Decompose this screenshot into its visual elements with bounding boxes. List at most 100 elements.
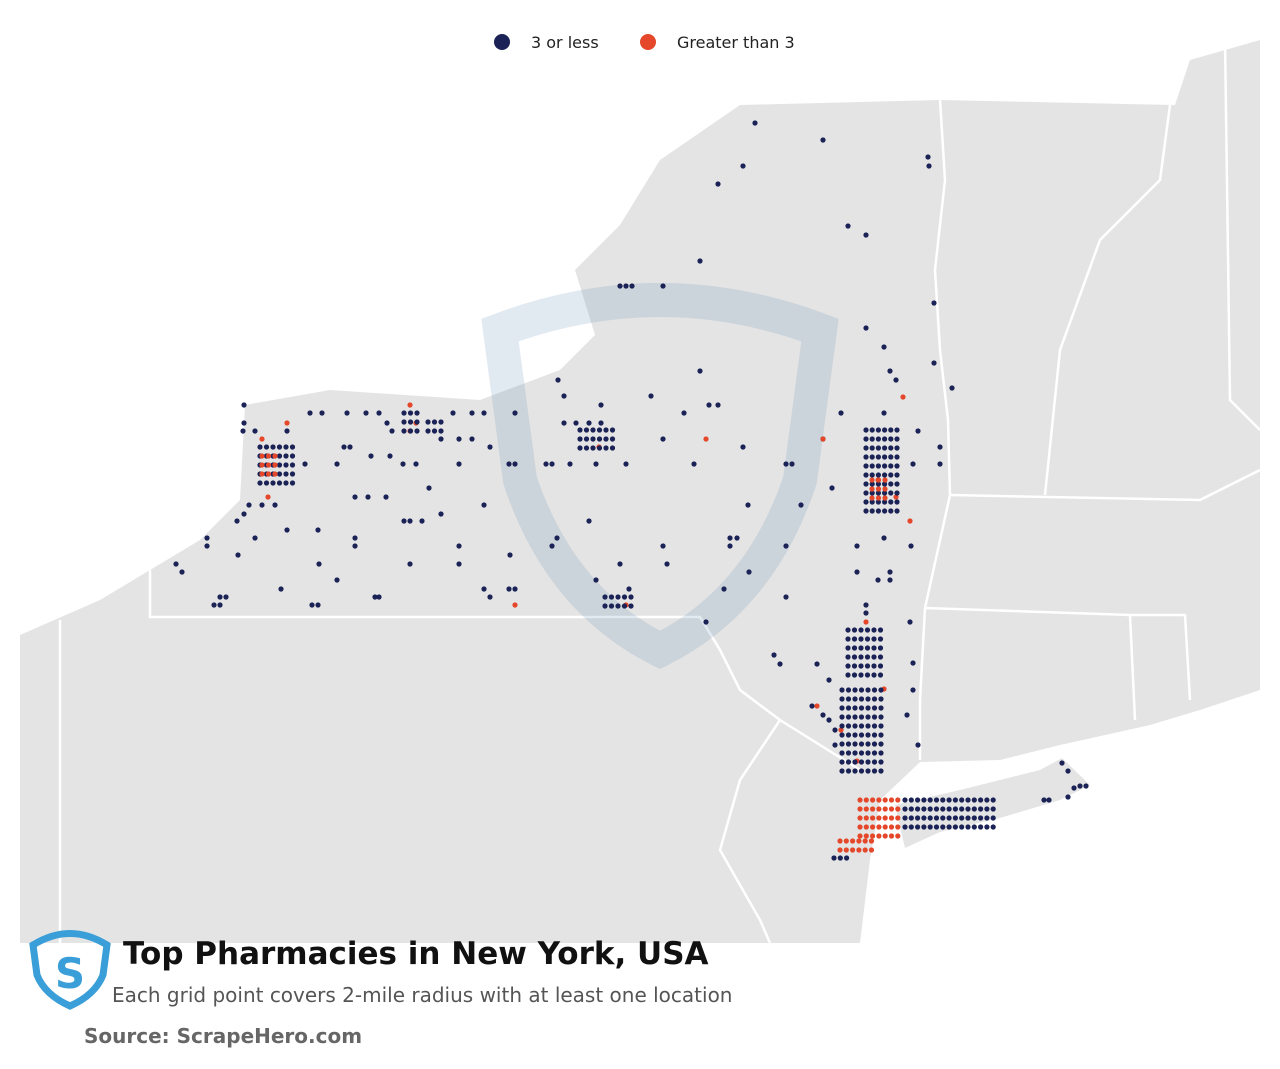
- grid-point: [869, 477, 875, 483]
- grid-point: [746, 569, 752, 575]
- grid-point: [863, 454, 869, 460]
- grid-point: [927, 806, 933, 812]
- grid-point: [888, 806, 895, 812]
- grid-point: [783, 543, 789, 549]
- grid-point: [871, 645, 877, 651]
- grid-point: [845, 705, 852, 711]
- grid-point: [921, 806, 927, 812]
- grid-point: [858, 663, 864, 669]
- grid-point: [882, 806, 888, 812]
- grid-point: [481, 502, 487, 508]
- grid-point: [902, 797, 908, 803]
- grid-point: [927, 797, 933, 803]
- grid-point: [965, 806, 971, 812]
- grid-point: [894, 463, 900, 469]
- grid-point: [660, 436, 666, 442]
- grid-point: [875, 481, 882, 487]
- grid-point: [407, 428, 414, 434]
- grid-point: [882, 490, 888, 496]
- grid-point: [561, 420, 567, 426]
- grid-point: [839, 741, 845, 747]
- grid-point: [845, 672, 851, 678]
- grid-point: [697, 258, 703, 264]
- grid-point: [852, 705, 858, 711]
- grid-point: [894, 499, 900, 505]
- grid-point: [289, 471, 296, 477]
- grid-point: [334, 461, 340, 467]
- grid-point: [965, 815, 971, 821]
- grid-point: [481, 410, 487, 416]
- grid-point: [881, 535, 887, 541]
- grid-point: [990, 806, 996, 812]
- grid-point: [908, 543, 914, 549]
- grid-point: [927, 824, 933, 830]
- grid-point: [376, 410, 382, 416]
- grid-point: [933, 797, 940, 803]
- grid-point: [865, 714, 871, 720]
- grid-point: [852, 741, 858, 747]
- grid-point: [431, 419, 438, 425]
- grid-point: [845, 627, 851, 633]
- grid-point: [715, 402, 721, 408]
- grid-point: [583, 436, 590, 442]
- grid-point: [603, 427, 609, 433]
- grid-point: [870, 815, 876, 821]
- grid-point: [888, 815, 895, 821]
- grid-point: [921, 824, 927, 830]
- grid-point: [863, 602, 869, 608]
- grid-point: [895, 806, 901, 812]
- grid-point: [862, 847, 868, 853]
- grid-point: [921, 797, 927, 803]
- grid-point: [959, 797, 965, 803]
- grid-point: [740, 444, 746, 450]
- grid-point: [727, 535, 733, 541]
- grid-point: [851, 645, 858, 651]
- grid-point: [1046, 797, 1052, 803]
- grid-point: [456, 436, 462, 442]
- grid-point: [259, 462, 265, 468]
- grid-point: [894, 490, 900, 496]
- grid-point: [959, 824, 965, 830]
- grid-point: [875, 472, 882, 478]
- grid-point: [272, 471, 278, 477]
- grid-point: [965, 824, 971, 830]
- grid-point: [878, 705, 884, 711]
- grid-point: [715, 181, 721, 187]
- grid-point: [871, 732, 878, 738]
- grid-point: [512, 461, 518, 467]
- grid-point: [864, 672, 871, 678]
- grid-point: [845, 645, 851, 651]
- grid-point: [878, 723, 884, 729]
- grid-point: [845, 687, 852, 693]
- grid-point: [272, 502, 278, 508]
- grid-point: [875, 477, 882, 483]
- grid-point: [384, 420, 390, 426]
- grid-point: [363, 410, 369, 416]
- grid-point: [902, 824, 908, 830]
- grid-point: [771, 652, 777, 658]
- legend: 3 or less Greater than 3: [494, 33, 795, 52]
- grid-point: [882, 427, 888, 433]
- grid-point: [450, 410, 456, 416]
- grid-point: [838, 727, 844, 733]
- grid-point: [871, 759, 878, 765]
- grid-point: [315, 527, 321, 533]
- grid-point: [851, 636, 858, 642]
- grid-point: [863, 427, 869, 433]
- subtitle: Each grid point covers 2-mile radius wit…: [112, 983, 733, 1007]
- grid-point: [316, 561, 322, 567]
- grid-point: [869, 445, 875, 451]
- grid-point: [865, 750, 871, 756]
- grid-point: [240, 428, 246, 434]
- grid-point: [217, 594, 223, 600]
- grid-point: [952, 797, 959, 803]
- grid-point: [888, 436, 894, 442]
- grid-point: [577, 445, 583, 451]
- grid-point: [512, 586, 518, 592]
- grid-point: [858, 672, 864, 678]
- grid-point: [893, 494, 899, 500]
- grid-point: [888, 445, 894, 451]
- grid-point: [263, 444, 270, 450]
- grid-point: [389, 428, 395, 434]
- grid-point: [691, 461, 697, 467]
